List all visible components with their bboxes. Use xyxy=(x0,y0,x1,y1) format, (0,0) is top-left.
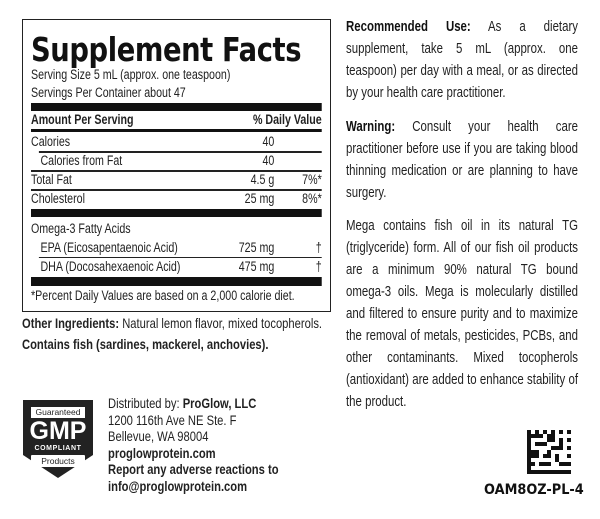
recommended-label: Recommended Use: xyxy=(346,19,471,35)
row-dv: † xyxy=(315,259,322,274)
row-amount: 475 mg xyxy=(238,259,275,274)
row-dv: 8%* xyxy=(302,191,322,206)
barcode-icon xyxy=(527,430,571,474)
warning-label: Warning: xyxy=(346,118,396,135)
email-link[interactable]: info@proglowprotein.com xyxy=(108,477,248,494)
distributor-company: ProGlow, LLC xyxy=(179,395,257,411)
table-row: Total Fat 4.5 g 7%* xyxy=(31,172,322,187)
gmp-sub-text: COMPLIANT xyxy=(34,445,82,452)
gmp-main-text: GMP xyxy=(29,417,87,445)
report-text: Report any adverse reactions to xyxy=(108,461,279,478)
table-row: EPA (Eicosapentaenoic Acid) 725 mg † xyxy=(31,240,322,255)
divider xyxy=(38,151,322,153)
table-row: Omega-3 Fatty Acids xyxy=(31,221,322,236)
distributor-line: Distributed by: ProGlow, LLC xyxy=(108,395,348,412)
website-link[interactable]: proglowprotein.com xyxy=(108,444,216,461)
facts-title: Supplement Facts xyxy=(31,30,302,69)
row-name: Cholesterol xyxy=(31,191,85,206)
amount-header-row: Amount Per Serving % Daily Value xyxy=(31,112,322,127)
gmp-shield-icon xyxy=(23,400,93,478)
row-amount: 40 xyxy=(262,134,275,149)
gmp-bottom-text: Products xyxy=(41,456,75,466)
row-amount: 725 mg xyxy=(238,240,275,255)
divider-bar xyxy=(31,129,322,132)
row-amount: 25 mg xyxy=(244,191,275,206)
divider-bar xyxy=(31,277,322,286)
other-ingredients-label: Other Ingredients: xyxy=(22,315,120,331)
distributor-info: Distributed by: ProGlow, LLC 1200 116th … xyxy=(108,395,348,495)
divider xyxy=(38,257,322,258)
row-amount: 40 xyxy=(262,153,275,168)
datamatrix-barcode xyxy=(527,430,571,474)
gmp-top-text: Guaranteed xyxy=(35,407,81,417)
table-row: DHA (Docosahexaenoic Acid) 475 mg † xyxy=(31,259,322,274)
row-name: Calories from Fat xyxy=(40,153,123,168)
usage-column: Recommended Use: As a dietary supplement… xyxy=(346,16,578,425)
recommended-text: As a dietary supplement, take 5 mL (appr… xyxy=(346,19,578,101)
address-line-1: 1200 116th Ave NE Ste. F xyxy=(108,411,237,428)
supplement-facts-panel: Supplement Facts Serving Size 5 mL (appr… xyxy=(22,19,331,312)
row-amount: 4.5 g xyxy=(250,172,275,187)
warning: Warning: Consult your health care practi… xyxy=(346,116,578,204)
divider xyxy=(31,170,322,172)
product-code: OAM8OZ-PL-4 xyxy=(484,482,584,498)
amount-header: Amount Per Serving xyxy=(31,112,134,127)
distributor-label: Distributed by: xyxy=(108,395,180,411)
table-row: Calories from Fat 40 xyxy=(31,153,322,168)
ingredients-block: Other Ingredients: Natural lemon flavor,… xyxy=(22,313,358,354)
other-ingredients-text: Natural lemon flavor, mixed tocopherols. xyxy=(119,315,323,331)
address-line-2: Bellevue, WA 98004 xyxy=(108,428,209,445)
table-row: Cholesterol 25 mg 8%* xyxy=(31,191,322,206)
recommended-use: Recommended Use: As a dietary supplement… xyxy=(346,16,578,104)
row-dv: 7%* xyxy=(302,172,322,187)
row-name: Omega-3 Fatty Acids xyxy=(31,221,131,236)
row-name: EPA (Eicosapentaenoic Acid) xyxy=(40,240,178,255)
row-name: Calories xyxy=(31,134,71,149)
row-dv: † xyxy=(315,240,322,255)
other-ingredients: Other Ingredients: Natural lemon flavor,… xyxy=(22,313,358,333)
table-row: Calories 40 xyxy=(31,134,322,149)
divider-bar xyxy=(31,209,322,217)
servings-per-container: Servings Per Container about 47 xyxy=(31,85,186,100)
serving-size: Serving Size 5 mL (approx. one teaspoon) xyxy=(31,67,231,82)
product-description: Mega contains fish oil in its natural TG… xyxy=(346,218,578,410)
row-name: Total Fat xyxy=(31,172,72,187)
divider xyxy=(31,189,322,191)
footnote: *Percent Daily Values are based on a 2,0… xyxy=(31,288,295,303)
divider-bar xyxy=(31,103,322,111)
row-name: DHA (Docosahexaenoic Acid) xyxy=(40,259,181,274)
warning-text: Consult your health care practitioner be… xyxy=(346,118,578,201)
gmp-badge: Guaranteed GMP COMPLIANT Products xyxy=(22,399,94,479)
dv-header: % Daily Value xyxy=(252,112,322,127)
allergen-statement: Contains fish (sardines, mackerel, ancho… xyxy=(22,336,269,352)
